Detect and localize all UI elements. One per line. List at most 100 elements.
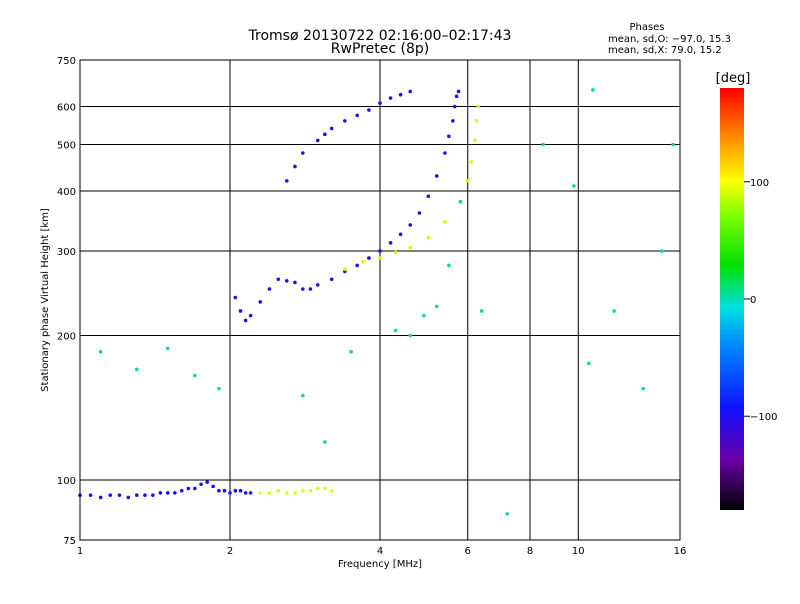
chart-title-line1: Tromsø 20130722 02:16:00–02:17:43 <box>248 28 512 44</box>
data-point <box>284 491 289 495</box>
data-point <box>222 488 227 493</box>
data-point <box>572 184 576 188</box>
data-point <box>417 211 422 215</box>
data-point <box>134 367 139 372</box>
data-point <box>267 491 272 495</box>
data-point <box>238 309 243 313</box>
data-point <box>393 250 398 255</box>
data-point <box>451 119 455 123</box>
data-point <box>541 142 545 147</box>
data-point <box>443 151 447 155</box>
data-point <box>408 223 413 227</box>
data-point <box>276 488 281 493</box>
data-point <box>591 88 595 92</box>
data-point <box>505 512 509 516</box>
data-point <box>343 119 347 123</box>
data-point <box>134 493 139 497</box>
data-point <box>355 263 359 268</box>
data-point <box>301 393 305 398</box>
data-point <box>343 267 347 271</box>
data-point <box>284 279 289 283</box>
data-point <box>388 241 393 245</box>
x-tick-label: 1 <box>77 546 83 557</box>
data-point <box>378 249 382 253</box>
y-tick-label: 100 <box>57 476 76 487</box>
colorbar-tick-label: −100 <box>750 412 777 423</box>
data-point <box>158 491 163 495</box>
phases-o-stats: mean, sd,O: −97.0, 15.3 <box>608 34 731 45</box>
data-point <box>165 346 170 351</box>
data-point <box>243 318 248 323</box>
data-point <box>233 488 238 493</box>
data-point <box>473 138 477 143</box>
data-point <box>367 256 371 260</box>
data-point <box>434 304 439 309</box>
data-point <box>258 491 263 495</box>
x-tick-label: 2 <box>227 546 233 557</box>
colorbar-tick-label: 100 <box>750 178 769 189</box>
data-point <box>329 488 334 493</box>
data-point <box>308 488 313 493</box>
x-axis-label: Frequency [MHz] <box>338 559 422 570</box>
data-point <box>248 491 253 495</box>
data-point <box>456 89 461 94</box>
data-point <box>165 491 170 495</box>
x-tick-label: 16 <box>674 546 687 557</box>
data-point <box>199 482 203 487</box>
data-point <box>329 277 334 282</box>
grid-lines <box>80 60 680 540</box>
x-tick-label: 10 <box>572 546 585 557</box>
data-point <box>408 89 413 94</box>
data-point <box>151 493 155 497</box>
chart-title-line2: RwPretec (8p) <box>331 41 429 57</box>
data-point <box>293 164 297 169</box>
data-points <box>78 88 675 516</box>
data-point <box>293 280 297 285</box>
data-point <box>426 235 431 240</box>
phases-heading: Phases <box>629 22 664 33</box>
data-point <box>193 486 197 491</box>
data-point <box>117 493 122 497</box>
y-tick-label: 750 <box>57 56 76 67</box>
colorbar <box>720 88 744 510</box>
data-point <box>217 488 221 493</box>
data-point <box>276 277 281 282</box>
data-point <box>367 108 371 112</box>
data-point <box>659 249 664 253</box>
data-point <box>378 101 382 105</box>
y-axis-ticks: 75 100 200 300 400 500 600 750 <box>57 56 76 547</box>
data-point <box>329 126 334 131</box>
x-tick-label: 4 <box>377 546 383 557</box>
data-point <box>408 333 413 338</box>
data-point <box>301 287 305 291</box>
y-tick-label: 75 <box>63 536 76 547</box>
data-point <box>205 480 209 484</box>
data-point <box>88 493 93 497</box>
data-point <box>186 486 191 491</box>
data-point <box>108 493 113 497</box>
colorbar-tick-label: 0 <box>750 295 756 306</box>
data-point <box>398 232 403 237</box>
x-tick-label: 6 <box>465 546 471 557</box>
data-point <box>612 309 616 313</box>
y-tick-label: 400 <box>57 187 76 198</box>
colorbar-ticks: 100 0 −100 <box>744 178 777 423</box>
data-point <box>228 491 232 495</box>
data-point <box>426 194 431 199</box>
data-point <box>126 495 131 500</box>
data-point <box>315 486 320 491</box>
data-point <box>98 495 103 500</box>
data-point <box>422 313 426 318</box>
data-point <box>671 142 675 147</box>
data-point <box>443 220 447 224</box>
data-point <box>458 199 463 204</box>
data-point <box>434 174 439 178</box>
data-point <box>301 151 305 155</box>
data-point <box>323 440 327 444</box>
data-point <box>447 134 451 139</box>
data-point <box>355 113 359 118</box>
data-point <box>179 488 184 493</box>
data-point <box>476 104 481 109</box>
data-point <box>211 484 215 489</box>
data-point <box>447 263 451 268</box>
